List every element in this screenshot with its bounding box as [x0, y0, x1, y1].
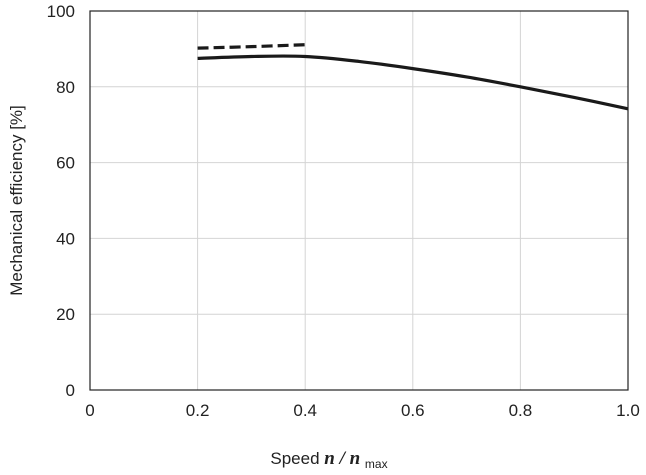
grid	[90, 11, 628, 390]
series-line-solid	[197, 54, 629, 111]
x-axis-title-var2: n	[350, 448, 361, 469]
y-tick-label-0: 0	[66, 381, 75, 400]
x-tick-label-0: 0	[85, 401, 94, 420]
y-tick-label-1: 20	[56, 305, 75, 324]
x-tick-label-1: 0.2	[186, 401, 210, 420]
x-axis-title: Speed n / n max	[270, 448, 387, 471]
x-axis-title-var: n	[324, 448, 335, 469]
y-tick-label-3: 60	[56, 154, 75, 173]
x-tick-label-5: 1.0	[616, 401, 640, 420]
x-axis-title-subscript: max	[365, 457, 388, 471]
x-axis-title-slash: /	[338, 448, 347, 469]
y-tick-label-4: 80	[56, 78, 75, 97]
y-tick-label-2: 40	[56, 229, 75, 248]
x-tick-label-4: 0.8	[509, 401, 533, 420]
x-axis-title-prefix: Speed	[270, 449, 324, 468]
series-layer	[197, 43, 629, 111]
plot-frame	[89, 10, 629, 391]
y-tick-label-5: 100	[47, 2, 75, 21]
y-axis-title: Mechanical efficiency [%]	[7, 105, 26, 296]
y-tick-labels: 0 20 40 60 80 100	[47, 2, 75, 400]
x-tick-label-2: 0.4	[293, 401, 317, 420]
series-line-dashed	[197, 43, 306, 50]
x-tick-label-3: 0.6	[401, 401, 425, 420]
x-tick-labels: 0 0.2 0.4 0.6 0.8 1.0	[85, 401, 640, 420]
